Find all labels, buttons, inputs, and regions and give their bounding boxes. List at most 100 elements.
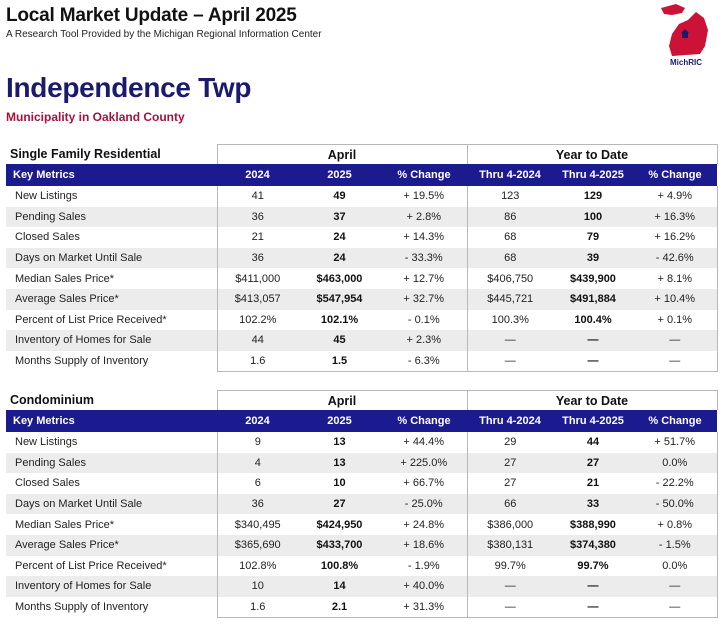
col-thru-2024: Thru 4-2024 bbox=[467, 164, 553, 186]
metric-label: New Listings bbox=[15, 436, 78, 449]
metric-label: Inventory of Homes for Sale bbox=[6, 576, 217, 597]
single-family-table: Single Family Residential April Year to … bbox=[6, 144, 718, 373]
ytd-2025: $439,900 bbox=[570, 272, 616, 285]
ytd-2024: 100.3% bbox=[491, 313, 529, 326]
col-key-metrics: Key Metrics bbox=[6, 164, 217, 186]
metric-label: Closed Sales bbox=[15, 477, 80, 490]
table-row: Pending Sales 4 13 + 225.0% 27 27 0.0% bbox=[6, 452, 718, 474]
ytd-2025: 27 bbox=[553, 452, 633, 474]
column-headers: Key Metrics 2024 2025 % Change Thru 4-20… bbox=[6, 164, 717, 186]
value-2025: $424,950 bbox=[316, 518, 363, 531]
report-title: Local Market Update – April 2025 bbox=[6, 5, 297, 26]
ytd-pct-change: — bbox=[633, 596, 718, 619]
metric-label: Days on Market Until Sale bbox=[6, 493, 217, 515]
value-2025: $547,954 bbox=[298, 288, 381, 310]
pct-change: + 31.3% bbox=[381, 596, 468, 619]
table-row: Months Supply of Inventory 1.6 2.1 + 31.3% —… bbox=[6, 596, 718, 619]
ytd-pct-change: + 0.1% bbox=[633, 309, 718, 331]
ytd-pct-change: — bbox=[633, 350, 718, 373]
value-2024: 41 bbox=[216, 186, 298, 207]
table-row: Days on Market Until Sale 36 27- 25.0% 66 33… bbox=[6, 493, 718, 515]
value-2024: 102.2% bbox=[216, 309, 298, 331]
ytd-2024: 27 bbox=[504, 477, 517, 490]
col-thru-2024: Thru 4-2024 bbox=[467, 410, 553, 432]
metric-label: Average Sales Price* bbox=[6, 288, 217, 310]
ytd-2024: 27 bbox=[467, 452, 553, 474]
metric-label: Months Supply of Inventory bbox=[15, 601, 149, 614]
ytd-2024: 86 bbox=[467, 206, 553, 228]
value-2025: 27 bbox=[298, 493, 381, 515]
value-2024: 36 bbox=[216, 206, 298, 228]
ytd-pct-change: — bbox=[633, 330, 718, 351]
value-2024: $411,000 bbox=[216, 268, 298, 289]
table-row: Average Sales Price* $365,690 $433,700 + 18… bbox=[6, 534, 718, 556]
pct-change: + 225.0% bbox=[381, 452, 468, 474]
value-2024: 36 bbox=[216, 493, 298, 515]
pct-change: + 2.8% bbox=[381, 206, 468, 228]
table-row: Average Sales Price* $413,057 $547,954 + 32… bbox=[6, 288, 718, 310]
metric-label: Median Sales Price* bbox=[15, 518, 115, 531]
value-2025: $433,700 bbox=[298, 534, 381, 556]
pct-change: + 66.7% bbox=[381, 473, 468, 494]
ytd-pct-change: 0.0% bbox=[633, 555, 718, 577]
table-row: Closed Sales 6 10 + 66.7% 27 21 - 22.2% bbox=[6, 473, 718, 494]
ytd-2024: 99.7% bbox=[494, 559, 526, 572]
pct-change: - 25.0% bbox=[381, 493, 468, 515]
value-2025: 13 bbox=[298, 452, 381, 474]
ytd-2024: 66 bbox=[467, 493, 553, 515]
value-2025: 24 bbox=[333, 231, 346, 244]
metric-label: Pending Sales bbox=[6, 452, 217, 474]
col-pct-change: % Change bbox=[381, 410, 467, 432]
ytd-pct-change: + 0.8% bbox=[633, 514, 718, 535]
ytd-2024: 68 bbox=[504, 231, 517, 244]
category-title: Condominium bbox=[10, 393, 95, 408]
ytd-2024: — bbox=[467, 330, 553, 351]
metric-label: Percent of List Price Received* bbox=[15, 313, 167, 326]
value-2024: 102.8% bbox=[216, 555, 298, 577]
pct-change: + 18.6% bbox=[381, 534, 468, 556]
ytd-2024: $380,131 bbox=[467, 534, 553, 556]
value-2025: 10 bbox=[333, 477, 346, 490]
ytd-2025: 33 bbox=[553, 493, 633, 515]
value-2025: 24 bbox=[298, 247, 381, 269]
value-2024: 10 bbox=[216, 576, 298, 597]
ytd-2025: 100.4% bbox=[574, 313, 612, 326]
table-row: Months Supply of Inventory 1.6 1.5- 6.3% — —… bbox=[6, 350, 718, 373]
col-ytd-pct-change: % Change bbox=[633, 410, 717, 432]
pct-change: + 19.5% bbox=[381, 186, 468, 207]
ytd-2024: $406,750 bbox=[487, 272, 534, 285]
ytd-2025: $491,884 bbox=[553, 288, 633, 310]
ytd-2024: $386,000 bbox=[487, 518, 534, 531]
value-2025: 37 bbox=[298, 206, 381, 228]
table-row: Percent of List Price Received* 102.2% 102… bbox=[6, 309, 718, 331]
ytd-2025: 100 bbox=[553, 206, 633, 228]
table-row: Days on Market Until Sale 36 24- 33.3% 68 39… bbox=[6, 247, 718, 269]
ytd-pct-change: + 51.7% bbox=[633, 432, 718, 453]
ytd-2025: 129 bbox=[583, 190, 603, 203]
metric-label: Percent of List Price Received* bbox=[15, 559, 167, 572]
area-subtitle: Municipality in Oakland County bbox=[6, 110, 185, 124]
value-2024: $340,495 bbox=[216, 514, 298, 535]
category-title: Single Family Residential bbox=[10, 147, 161, 162]
ytd-2025: 39 bbox=[553, 247, 633, 269]
ytd-2025: 21 bbox=[586, 477, 600, 490]
ytd-2024: 123 bbox=[501, 190, 520, 203]
ytd-pct-change: + 4.9% bbox=[633, 186, 718, 207]
metric-label: Inventory of Homes for Sale bbox=[6, 330, 217, 351]
metric-label: Months Supply of Inventory bbox=[15, 355, 149, 368]
ytd-pct-change: + 10.4% bbox=[633, 288, 718, 310]
ytd-pct-change: - 50.0% bbox=[633, 493, 718, 515]
ytd-header: Year to Date bbox=[467, 390, 718, 410]
col-2025: 2025 bbox=[298, 164, 381, 186]
ytd-2024: $445,721 bbox=[467, 288, 553, 310]
col-2024: 2024 bbox=[217, 410, 298, 432]
table-row: Closed Sales 21 24 + 14.3% 68 79 + 16.2% bbox=[6, 227, 718, 248]
period-header: April bbox=[216, 144, 468, 164]
value-2025: 100.8% bbox=[320, 559, 359, 572]
col-key-metrics: Key Metrics bbox=[6, 410, 217, 432]
metric-label: New Listings bbox=[15, 190, 78, 203]
metric-label: Days on Market Until Sale bbox=[6, 247, 217, 269]
col-ytd-pct-change: % Change bbox=[633, 164, 717, 186]
ytd-2025: 44 bbox=[586, 436, 600, 449]
value-2024: 21 bbox=[216, 227, 298, 248]
